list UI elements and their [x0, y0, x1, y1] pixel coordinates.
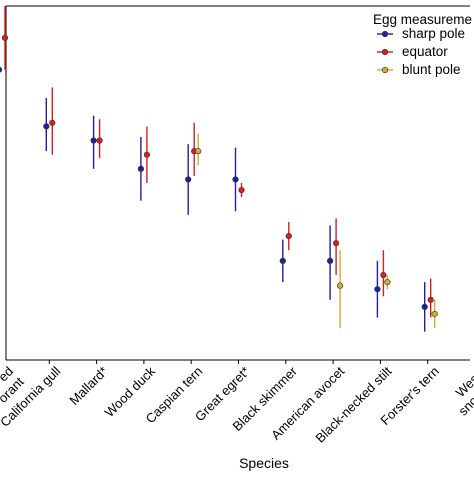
- legend-items: sharp pole equator blunt pole: [377, 26, 465, 77]
- data-point: [185, 176, 192, 183]
- x-axis-label: Species: [239, 455, 289, 471]
- data-point: [384, 279, 391, 286]
- data-point: [421, 303, 428, 311]
- data-point: [380, 271, 387, 279]
- legend-marker: [381, 66, 389, 74]
- data-point: [137, 165, 144, 172]
- legend: Egg measureme sharp pole equator blunt pol…: [373, 12, 472, 77]
- x-tick-label-line: Mallard*: [66, 364, 110, 408]
- data-point: [0, 66, 3, 73]
- x-tick-label: Mallard*: [66, 364, 110, 408]
- data-point: [285, 233, 292, 240]
- data-point: [43, 123, 50, 130]
- data-point: [1, 34, 9, 41]
- data-point: [431, 310, 438, 318]
- legend-item: blunt pole: [377, 62, 461, 77]
- data-point: [49, 119, 56, 126]
- axes: [5, 5, 470, 364]
- legend-label: sharp pole: [402, 26, 465, 41]
- x-tick-label: Westesnowy p: [445, 364, 474, 419]
- data-point: [96, 137, 103, 144]
- data-point: [232, 176, 239, 183]
- legend-item: equator: [377, 44, 448, 59]
- legend-item: sharp pole: [377, 26, 465, 41]
- data-point: [90, 137, 97, 144]
- data-point: [195, 148, 202, 155]
- data-point: [327, 257, 334, 264]
- data-marks: [0, 6, 438, 332]
- legend-label: blunt pole: [402, 62, 461, 77]
- data-point: [427, 296, 434, 303]
- data-point: [333, 240, 340, 247]
- data-point: [143, 151, 150, 158]
- data-point: [337, 282, 344, 289]
- legend-label: equator: [402, 44, 448, 59]
- legend-marker: [381, 48, 389, 56]
- data-point: [374, 286, 381, 293]
- data-point: [238, 186, 245, 194]
- legend-marker: [381, 30, 389, 38]
- data-point: [279, 257, 286, 264]
- legend-title: Egg measureme: [373, 12, 472, 27]
